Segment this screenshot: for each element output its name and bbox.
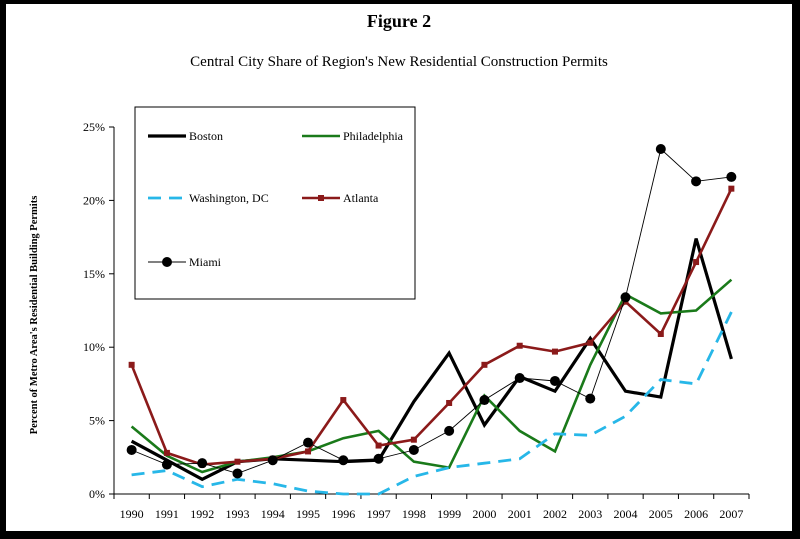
y-tick-label: 10% [83, 340, 105, 354]
data-point-miami [691, 176, 702, 187]
y-axis-label: Percent of Metro Area's Residential Buil… [29, 196, 40, 435]
legend-label: Atlanta [343, 191, 379, 205]
data-point-miami [549, 375, 560, 386]
legend-item-miami: Miami [148, 255, 222, 269]
x-tick-label: 1997 [367, 507, 391, 521]
legend-label: Miami [189, 255, 222, 269]
x-tick-label: 1990 [120, 507, 144, 521]
data-point-atlanta [728, 185, 735, 192]
legend-item-philadelphia: Philadelphia [302, 129, 404, 143]
legend-label: Washington, DC [189, 191, 269, 205]
data-point-atlanta [163, 449, 170, 456]
data-point-miami [161, 459, 172, 470]
x-tick-label: 2000 [472, 507, 496, 521]
data-point-atlanta [481, 361, 488, 368]
x-tick-label: 1993 [225, 507, 249, 521]
x-tick-label: 2006 [684, 507, 708, 521]
legend-label: Philadelphia [343, 129, 404, 143]
figure-frame: Figure 2 Central City Share of Region's … [6, 4, 792, 531]
legend-marker [318, 195, 324, 201]
x-tick-label: 1992 [190, 507, 214, 521]
data-point-atlanta [234, 458, 241, 465]
series-line-atlanta [130, 188, 733, 466]
y-tick-label: 5% [89, 414, 105, 428]
data-point-atlanta [410, 436, 417, 443]
data-point-miami [726, 171, 737, 182]
data-point-miami [444, 425, 455, 436]
y-tick-label: 15% [83, 267, 105, 281]
legend: Boston Philadelphia Washington, DC Atlanta M… [134, 106, 416, 300]
data-point-miami [303, 437, 314, 448]
legend-marker [162, 257, 172, 267]
series-layer [126, 144, 737, 496]
legend-box [134, 106, 416, 300]
x-tick-label: 2001 [508, 507, 532, 521]
data-point-atlanta [657, 330, 664, 337]
line-chart: Figure 2 Central City Share of Region's … [29, 11, 750, 521]
data-point-atlanta [693, 259, 700, 266]
series-washington-dc [131, 311, 733, 496]
figure-label: Figure 2 [367, 11, 431, 31]
data-point-miami [620, 292, 631, 303]
legend-label: Boston [189, 129, 223, 143]
data-point-atlanta [340, 397, 347, 404]
data-point-miami [585, 393, 596, 404]
data-point-atlanta [305, 448, 312, 455]
data-point-miami [197, 458, 208, 469]
data-point-miami [338, 455, 349, 466]
legend-item-atlanta: Atlanta [302, 191, 379, 205]
x-tick-label: 2007 [719, 507, 743, 521]
legend-item-boston: Boston [148, 129, 223, 143]
series-line-miami [131, 148, 732, 474]
axes: 0% 5% 10% 15% 20% 25% 1990 1991 1992 1993 1994 1995… [83, 120, 750, 521]
y-tick-label: 20% [83, 193, 105, 207]
data-point-miami [373, 453, 384, 464]
data-point-miami [655, 144, 666, 155]
data-point-miami [408, 444, 419, 455]
data-point-atlanta [516, 342, 523, 349]
data-point-atlanta [551, 348, 558, 355]
x-tick-label: 1996 [331, 507, 355, 521]
data-point-miami [232, 468, 243, 479]
data-point-atlanta [375, 442, 382, 449]
x-tick-label: 2004 [614, 507, 638, 521]
data-point-atlanta [446, 399, 453, 406]
data-point-atlanta [587, 339, 594, 346]
data-point-miami [126, 444, 137, 455]
chart-title: Central City Share of Region's New Resid… [190, 54, 608, 70]
series-miami [126, 144, 737, 479]
x-tick-label: 1995 [296, 507, 320, 521]
x-tick-label: 1991 [155, 507, 179, 521]
data-point-miami [267, 455, 278, 466]
x-tick-label: 1999 [437, 507, 461, 521]
x-tick-label: 1998 [402, 507, 426, 521]
legend-item-washington-dc: Washington, DC [148, 191, 269, 205]
data-point-miami [479, 395, 490, 406]
y-tick-label: 25% [83, 120, 105, 134]
x-tick-label: 2002 [543, 507, 567, 521]
x-tick-label: 2005 [649, 507, 673, 521]
series-line-washington-dc [131, 311, 733, 496]
y-tick-label: 0% [89, 487, 105, 501]
data-point-miami [514, 373, 525, 384]
data-point-atlanta [128, 361, 135, 368]
x-tick-label: 2003 [578, 507, 602, 521]
x-tick-label: 1994 [261, 507, 285, 521]
